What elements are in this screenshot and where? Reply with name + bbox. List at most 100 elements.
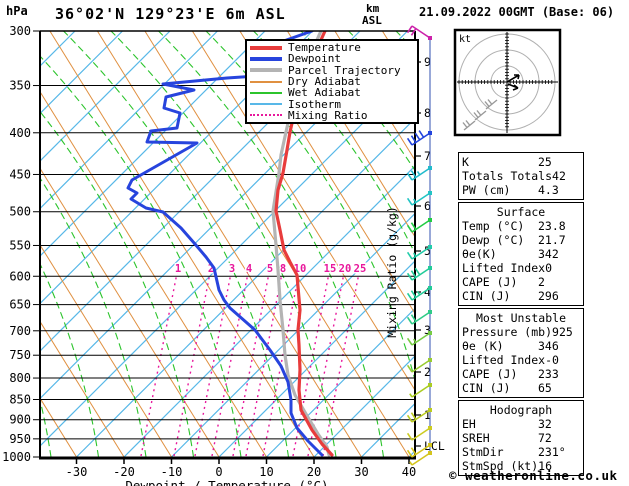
temp-tick-label: 30 — [354, 465, 368, 479]
lcl-label: LCL — [424, 439, 445, 453]
isotherm-line — [41, 31, 123, 114]
table-row: Dewp (°C) 21.7 — [462, 233, 580, 247]
mixing-ratio-value-label: 5 — [267, 263, 273, 275]
copyright: © weatheronline.co.uk — [449, 468, 618, 483]
wet-adiabat-line — [41, 56, 242, 457]
index-value: 0 — [545, 261, 553, 275]
legend-item: Dry Adiabat — [250, 76, 417, 87]
index-value: 4.3 — [538, 183, 559, 197]
wind-barb — [406, 310, 432, 325]
mixing-ratio-line — [262, 262, 302, 457]
wind-barb — [406, 191, 432, 206]
index-value: 346 — [538, 339, 559, 353]
wind-barb — [406, 130, 432, 146]
mixing-ratio-line — [292, 262, 332, 457]
mixing-ratio-axis-label: Mixing Ratio (g/kg) — [385, 206, 399, 338]
pressure-tick-label: 500 — [9, 205, 31, 219]
altitude-axis-unit: km — [366, 2, 380, 15]
temp-tick-label: -10 — [161, 465, 183, 479]
pressure-tick-label: 600 — [9, 269, 31, 283]
legend-item: Wet Adiabat — [250, 87, 417, 98]
legend-item: Mixing Ratio — [250, 110, 417, 121]
pressure-tick-label: 1000 — [2, 450, 31, 464]
temp-tick-label: -30 — [66, 465, 88, 479]
isotherm-line — [41, 31, 218, 209]
mixing-ratio-value-label: 25 — [354, 263, 367, 275]
index-value: 23.8 — [538, 219, 566, 233]
dry-adiabat-line — [49, 31, 315, 457]
legend-line-sample-icon — [250, 56, 282, 61]
wind-barb — [406, 408, 432, 423]
isotherm-line — [313, 356, 414, 457]
isotherm-line — [41, 31, 266, 256]
table-row: CIN (J) 296 — [462, 289, 580, 303]
index-label: Pressure (mb) — [462, 325, 553, 339]
legend-item-label: Mixing Ratio — [288, 108, 368, 122]
wind-barb — [406, 245, 432, 260]
legend-line-sample-icon — [250, 91, 282, 94]
indices-group: K 25 Totals Totals 42 PW (cm) 4.3 — [458, 152, 584, 200]
mixing-ratio-value-label: 15 — [324, 263, 337, 275]
temp-tick-label: 20 — [307, 465, 321, 479]
wet-adiabat-line — [63, 31, 290, 457]
table-row: CAPE (J) 2 — [462, 275, 580, 289]
hodograph: kt — [453, 28, 562, 137]
legend-item-label: Dry Adiabat — [288, 75, 361, 89]
mixing-ratio-value-label: 1 — [175, 263, 181, 275]
legend-item: Dewpoint — [250, 53, 417, 64]
temp-tick-label: 40 — [402, 465, 416, 479]
index-label: CAPE (J) — [462, 275, 518, 289]
indices-group-title: Hodograph — [489, 403, 553, 417]
isotherm-line — [76, 118, 414, 457]
legend-item-label: Isotherm — [288, 97, 341, 111]
wet-adiabat-line — [158, 31, 385, 457]
wind-barb — [406, 358, 432, 373]
isotherm-line — [41, 31, 313, 304]
wind-barb — [406, 166, 432, 181]
mixing-ratio-line — [232, 262, 272, 457]
index-label: CIN (J) — [462, 381, 511, 395]
temp-tick-label: 0 — [215, 465, 222, 479]
wet-adiabat-line — [41, 111, 195, 457]
pressure-tick-label: 400 — [9, 126, 31, 140]
dry-adiabat-line — [96, 31, 362, 457]
km-tick-label: 5 — [424, 244, 431, 258]
wind-barb — [409, 451, 432, 466]
dry-adiabat-line — [41, 168, 220, 457]
legend: Temperature Dewpoint Parcel Trajectory Dry … — [245, 39, 419, 125]
index-label: PW (cm) — [462, 183, 511, 197]
index-value: -0 — [545, 353, 559, 367]
table-row: SREH 72 — [462, 431, 580, 445]
legend-line-sample-icon — [250, 80, 282, 83]
temperature-curve — [274, 31, 334, 457]
index-label: Lifted Index — [462, 261, 546, 275]
legend-line-sample-icon — [250, 103, 282, 106]
temp-tick-label: -20 — [113, 465, 135, 479]
pressure-axis-unit: hPa — [6, 4, 28, 18]
table-row: Totals Totals 42 — [462, 169, 580, 183]
index-label: Temp (°C) — [462, 219, 525, 233]
mixing-ratio-line — [211, 262, 251, 457]
wind-barb — [406, 331, 432, 346]
pressure-tick-label: 300 — [9, 24, 31, 38]
km-tick-label: 9 — [424, 55, 431, 69]
index-value: 65 — [538, 381, 552, 395]
mixing-ratio-line — [307, 262, 347, 457]
wind-barb — [406, 25, 432, 40]
index-label: Lifted Index — [462, 353, 546, 367]
indices-group-title: Most Unstable — [475, 311, 566, 325]
mixing-ratio-line — [140, 262, 180, 457]
isotherm-line — [266, 308, 414, 457]
index-label: CIN (J) — [462, 289, 511, 303]
mixing-ratio-value-label: 3 — [229, 263, 235, 275]
mixing-ratio-line — [173, 262, 213, 457]
index-value: 16 — [538, 459, 553, 473]
index-label: EH — [462, 417, 476, 431]
km-tick-label: 3 — [424, 323, 431, 337]
isotherm-line — [41, 31, 171, 161]
dewpoint-curve — [126, 31, 354, 457]
index-label: θe(K) — [462, 247, 497, 261]
wind-barb — [409, 383, 432, 398]
